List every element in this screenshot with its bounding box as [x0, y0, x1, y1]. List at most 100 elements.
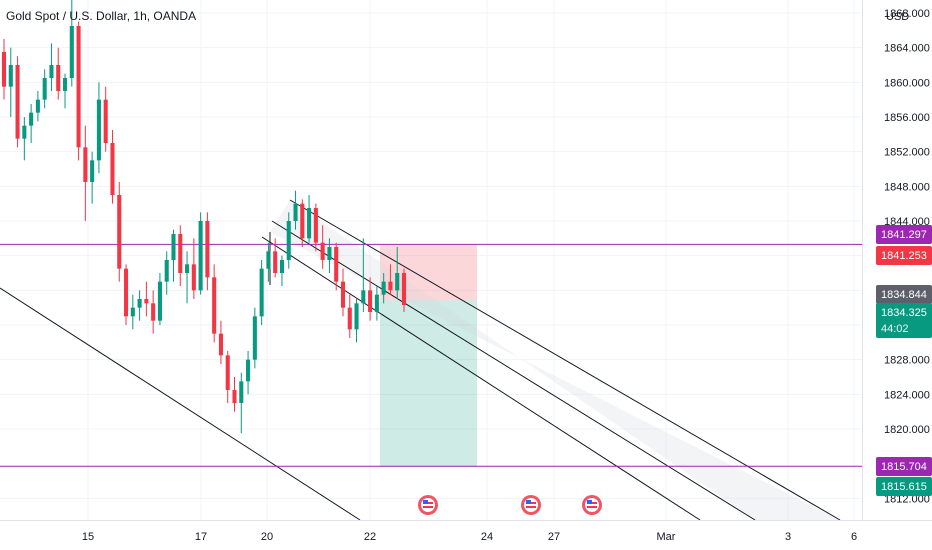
candle	[205, 212, 210, 291]
time-tick: 17	[195, 531, 207, 543]
us-flag-icon[interactable]	[582, 495, 602, 515]
price-tag-value: 1815.615	[881, 481, 927, 493]
candle-body	[56, 65, 61, 91]
candle	[117, 182, 122, 282]
candle	[388, 264, 393, 295]
time-tick: 22	[364, 531, 376, 543]
candle	[259, 260, 264, 325]
candle-body	[205, 221, 210, 278]
price-tag: 1841.297	[876, 225, 932, 244]
candle	[225, 351, 230, 403]
candle	[22, 117, 27, 161]
grid	[0, 0, 862, 520]
price-tick: 1856.000	[884, 112, 930, 124]
candle-body	[232, 390, 237, 403]
candle-body	[185, 264, 190, 273]
candle-body	[401, 273, 407, 306]
candle-body	[279, 260, 284, 273]
candle-body	[42, 78, 47, 100]
candle	[144, 281, 149, 317]
candle-body	[225, 355, 230, 390]
candle-body	[239, 381, 244, 403]
currency-label[interactable]: USD	[886, 11, 909, 23]
stop-loss-zone[interactable]	[380, 244, 477, 301]
candle-body	[144, 299, 149, 304]
price-tick: 1852.000	[884, 147, 930, 159]
time-tick: 6	[851, 531, 857, 543]
candle-body	[124, 268, 129, 317]
candle	[164, 251, 169, 295]
candle	[307, 195, 312, 243]
time-tick: 15	[82, 531, 94, 543]
price-tick: 1868.000	[884, 8, 930, 20]
price-tags: 1841.297 1841.253 1834.844 1834.325 44:02 181…	[876, 225, 932, 496]
candle-body	[307, 208, 312, 239]
price-tag-box	[876, 457, 932, 476]
candle	[1, 39, 7, 100]
price-tick: 1860.000	[884, 77, 930, 89]
trend-line[interactable]	[0, 287, 361, 521]
price-tag-countdown: 44:02	[881, 323, 909, 335]
candle	[42, 69, 47, 109]
candle-body	[334, 247, 339, 282]
candle	[130, 294, 135, 330]
candle	[395, 247, 400, 299]
candle	[374, 286, 379, 321]
us-flag-icon[interactable]	[418, 495, 438, 515]
candle-body	[273, 251, 278, 273]
us-flag-icon[interactable]	[521, 495, 541, 515]
candle-body	[76, 26, 81, 148]
candle	[252, 307, 257, 369]
chart-title[interactable]: Gold Spot / U.S. Dollar, 1h, OANDA	[6, 9, 197, 23]
candle	[320, 225, 325, 269]
candle-body	[354, 303, 359, 330]
candle	[103, 86, 108, 152]
candle	[35, 91, 40, 122]
horizontal-lines	[0, 243, 862, 467]
price-tick: 1820.000	[884, 424, 930, 436]
economic-events[interactable]	[418, 495, 602, 515]
candle	[90, 151, 95, 204]
candle	[178, 225, 183, 286]
candle-body	[157, 281, 162, 321]
candle-body	[320, 242, 325, 260]
candle-body	[171, 234, 176, 260]
price-tag-value: 1834.325	[881, 307, 927, 319]
candle-body	[35, 99, 40, 113]
candle-body	[218, 333, 223, 356]
price-tag-box	[876, 477, 932, 496]
take-profit-zone[interactable]	[380, 300, 477, 468]
candle	[347, 294, 352, 338]
candle-body	[164, 260, 169, 282]
candle-body	[83, 147, 88, 182]
candle-body	[178, 234, 183, 273]
candle-body	[198, 221, 203, 291]
candle-body	[212, 277, 217, 334]
candle	[246, 351, 251, 395]
candle	[286, 212, 291, 269]
price-tag-value: 1841.297	[881, 229, 927, 241]
channel-line-lower[interactable]	[261, 236, 701, 521]
candle-body	[29, 112, 34, 126]
candle-body	[49, 65, 54, 78]
time-axis[interactable]: 15 17 20 22 24 27 Mar 3 6	[82, 531, 857, 543]
candle-body	[395, 273, 400, 291]
price-tick: 1824.000	[884, 389, 930, 401]
candle-body	[259, 268, 264, 317]
candle	[340, 268, 346, 317]
candle-body	[293, 203, 298, 221]
candle-body	[103, 99, 108, 143]
channel-line-middle[interactable]	[271, 220, 756, 521]
candle	[334, 242, 339, 291]
price-tag-box	[876, 285, 932, 304]
price-tag: 1841.253	[876, 246, 932, 265]
candle-body	[300, 203, 305, 239]
candle	[69, 0, 74, 87]
price-tag: 1815.704	[876, 457, 932, 476]
candle-body	[69, 26, 74, 78]
candle-body	[368, 290, 373, 312]
candle-body	[252, 316, 257, 360]
candle	[124, 264, 129, 325]
candle-body	[388, 281, 393, 291]
